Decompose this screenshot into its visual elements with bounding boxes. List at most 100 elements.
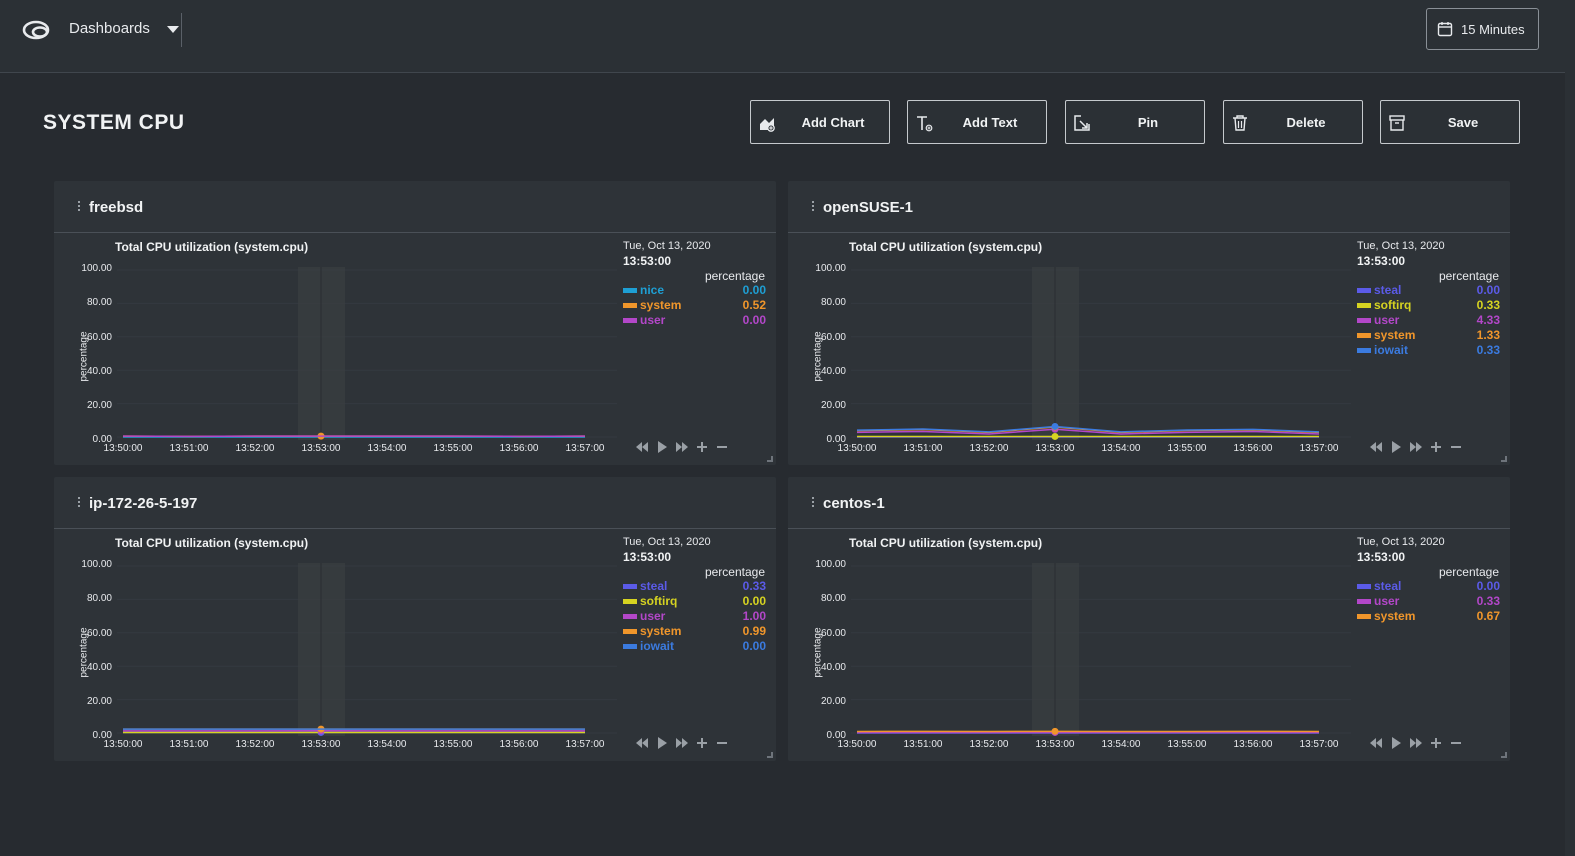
play-icon[interactable]: [1389, 736, 1403, 750]
y-tick-label: 20.00: [820, 400, 846, 411]
zoom-in-icon[interactable]: [1429, 736, 1443, 750]
x-tick-label: 13:51:00: [903, 739, 943, 750]
legend-name: steal: [1374, 579, 1402, 593]
divider: [181, 13, 182, 47]
play-icon[interactable]: [1389, 440, 1403, 454]
y-tick-label: 20.00: [86, 696, 112, 707]
chart-date: Tue, Oct 13, 2020: [1357, 240, 1445, 252]
legend-name: softirq: [1374, 298, 1412, 312]
legend-name: user: [1374, 594, 1400, 608]
resize-grip-icon[interactable]: [767, 752, 773, 758]
resize-grip-icon[interactable]: [1501, 752, 1507, 758]
chevron-down-icon[interactable]: [167, 26, 179, 33]
add-chart-icon: [760, 118, 775, 132]
panel-header: ip-172-26-5-197: [54, 477, 776, 529]
drag-handle-icon[interactable]: [78, 201, 81, 213]
legend-item-iowait[interactable]: iowait 0.00: [623, 639, 766, 654]
zoom-out-icon[interactable]: [1449, 736, 1463, 750]
legend-name: system: [640, 624, 682, 638]
y-tick-label: 80.00: [86, 297, 112, 308]
y-tick-label: 100.00: [815, 559, 846, 570]
delete-button[interactable]: Delete: [1223, 100, 1363, 144]
save-button[interactable]: Save: [1380, 100, 1520, 144]
legend-item-softirq[interactable]: softirq 0.00: [623, 594, 766, 609]
rewind-icon[interactable]: [635, 736, 649, 750]
x-tick-label: 13:50:00: [103, 739, 143, 750]
legend-name: user: [640, 313, 666, 327]
legend-item-steal[interactable]: steal 0.00: [1357, 579, 1500, 594]
legend-item-system[interactable]: system 0.99: [623, 624, 766, 639]
chart-title: Total CPU utilization (system.cpu): [115, 240, 309, 254]
x-tick-label: 13:51:00: [903, 443, 943, 454]
legend-value: 0.33: [1476, 298, 1500, 312]
resize-grip-icon[interactable]: [1501, 456, 1507, 462]
zoom-out-icon[interactable]: [1449, 440, 1463, 454]
legend-value: 0.33: [742, 579, 766, 593]
legend-swatch: [1357, 584, 1371, 589]
legend-item-user[interactable]: user 0.00: [623, 313, 766, 328]
drag-handle-icon[interactable]: [812, 497, 815, 509]
legend-item-softirq[interactable]: softirq 0.33: [1357, 298, 1500, 313]
chart-plot[interactable]: [117, 267, 617, 440]
resize-grip-icon[interactable]: [767, 456, 773, 462]
legend-item-steal[interactable]: steal 0.00: [1357, 283, 1500, 298]
legend-item-steal[interactable]: steal 0.33: [623, 579, 766, 594]
legend-item-system[interactable]: system 0.52: [623, 298, 766, 313]
time-range-button[interactable]: 15 Minutes: [1426, 8, 1539, 50]
play-icon[interactable]: [655, 440, 669, 454]
add-chart-button[interactable]: Add Chart: [750, 100, 890, 144]
legend-name: softirq: [640, 594, 678, 608]
chart-date: Tue, Oct 13, 2020: [623, 240, 711, 252]
fast-forward-icon[interactable]: [1409, 736, 1423, 750]
legend-value: 0.99: [742, 624, 766, 638]
rewind-icon[interactable]: [1369, 736, 1383, 750]
zoom-out-icon[interactable]: [715, 440, 729, 454]
drag-handle-icon[interactable]: [78, 497, 81, 509]
legend-item-user[interactable]: user 1.00: [623, 609, 766, 624]
chart-nav-controls: [635, 440, 729, 454]
legend-name: steal: [1374, 283, 1402, 297]
chart-plot[interactable]: [117, 563, 617, 736]
fast-forward-icon[interactable]: [675, 736, 689, 750]
y-tick-label: 20.00: [86, 400, 112, 411]
legend-item-system[interactable]: system 0.67: [1357, 609, 1500, 624]
legend-item-user[interactable]: user 4.33: [1357, 313, 1500, 328]
y-tick-label: 0.00: [92, 434, 112, 445]
legend-swatch: [1357, 288, 1371, 293]
zoom-in-icon[interactable]: [695, 440, 709, 454]
x-tick-label: 13:54:00: [367, 443, 407, 454]
fast-forward-icon[interactable]: [675, 440, 689, 454]
legend-name: system: [640, 298, 682, 312]
page-scrollbar[interactable]: [1565, 0, 1575, 856]
top-bar: Dashboards 15 Minutes: [0, 0, 1575, 73]
x-tick-label: 13:55:00: [1167, 739, 1207, 750]
zoom-in-icon[interactable]: [1429, 440, 1443, 454]
legend-item-nice[interactable]: nice 0.00: [623, 283, 766, 298]
legend-value: 1.00: [742, 609, 766, 623]
dashboards-menu-label[interactable]: Dashboards: [69, 20, 150, 37]
legend-item-iowait[interactable]: iowait 0.33: [1357, 343, 1500, 358]
dashboard-panel: openSUSE-1 Total CPU utilization (system…: [788, 181, 1510, 465]
fast-forward-icon[interactable]: [1409, 440, 1423, 454]
drag-handle-icon[interactable]: [812, 201, 815, 213]
trash-icon: [1233, 115, 1247, 131]
add-text-button[interactable]: Add Text: [907, 100, 1047, 144]
legend-item-system[interactable]: system 1.33: [1357, 328, 1500, 343]
chart-plot[interactable]: [851, 563, 1351, 736]
rewind-icon[interactable]: [1369, 440, 1383, 454]
x-tick-label: 13:56:00: [1233, 739, 1273, 750]
rewind-icon[interactable]: [635, 440, 649, 454]
time-range-label: 15 Minutes: [1461, 21, 1525, 37]
x-tick-label: 13:55:00: [433, 443, 473, 454]
netdata-logo-icon[interactable]: [22, 20, 54, 40]
pin-button[interactable]: Pin: [1065, 100, 1205, 144]
chart-plot[interactable]: [851, 267, 1351, 440]
x-tick-label: 13:52:00: [969, 443, 1009, 454]
zoom-out-icon[interactable]: [715, 736, 729, 750]
zoom-in-icon[interactable]: [695, 736, 709, 750]
x-tick-label: 13:55:00: [433, 739, 473, 750]
x-tick-label: 13:52:00: [235, 443, 275, 454]
series-point-system: [1051, 727, 1059, 735]
legend-item-user[interactable]: user 0.33: [1357, 594, 1500, 609]
play-icon[interactable]: [655, 736, 669, 750]
